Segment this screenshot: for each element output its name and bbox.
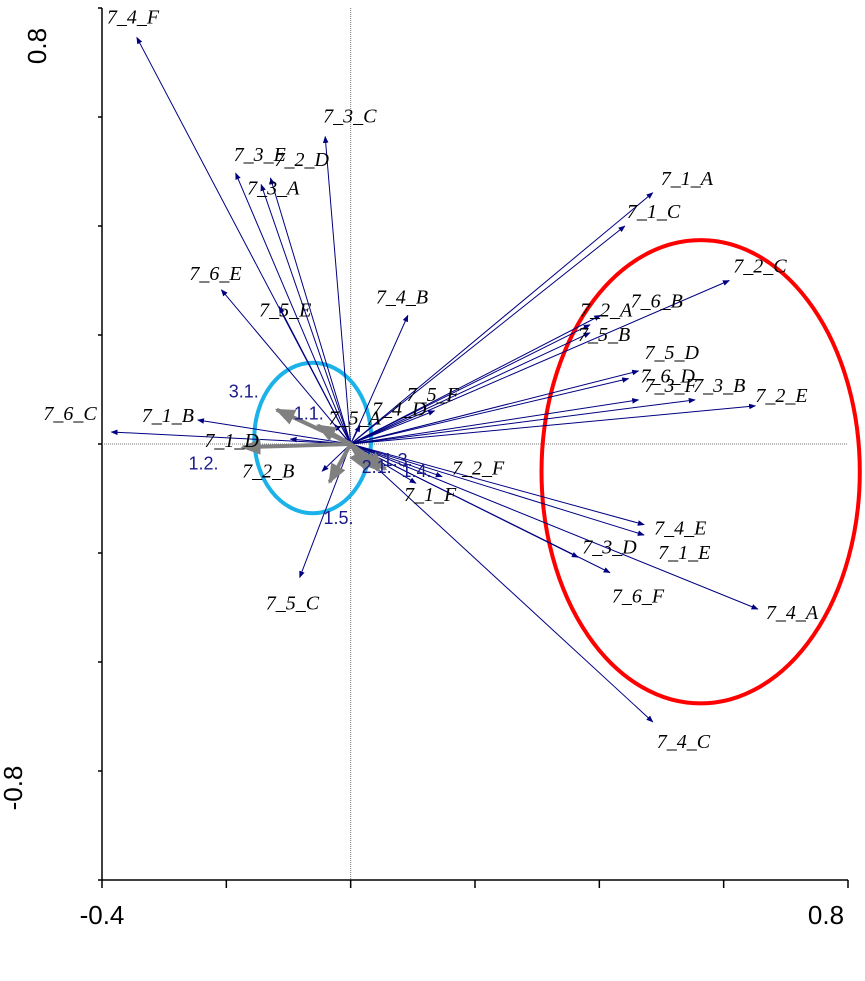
x-tick-label: -0.4 [80, 900, 125, 930]
vector-label-7-4-F: 7_4_F [107, 6, 160, 28]
vector-label-7-3-E: 7_3_E [234, 144, 286, 166]
vector-arrow-7-5-F [350, 410, 436, 445]
y-tick-label: -0.8 [0, 766, 28, 811]
vector-label-7-4-A: 7_4_A [766, 602, 819, 624]
centroid-label-11: 1.1. [294, 403, 324, 423]
labels-layer: 7_4_F 7_3_C 7_3_E7_2_D 7_3_A 7_1_A 7_1_C 7_2_C… [43, 6, 819, 753]
vector-arrow-7-4-D [350, 424, 361, 445]
centroid-label-31: 3.1. [229, 382, 259, 402]
centroid-arrow-12 [240, 438, 351, 455]
vector-arrow-7-4-B [350, 314, 409, 445]
vector-label-7-2-D: 7_2_D [274, 149, 329, 171]
vector-label-7-5-E: 7_5_E [259, 300, 311, 322]
vector-label-7-6-B: 7_6_B [631, 290, 683, 312]
vector-arrow-7-6-B [350, 314, 602, 445]
vector-label-7-6-F: 7_6_F [612, 586, 665, 608]
vector-arrow-7-1-A [350, 192, 654, 445]
vector-label-7-3-C: 7_3_C [323, 106, 377, 128]
vector-label-7-1-D: 7_1_D [204, 430, 259, 452]
y-tick-label: 0.8 [22, 28, 52, 64]
vector-label-7-1-F: 7_1_F [404, 484, 457, 506]
centroid-arrow-15 [327, 443, 353, 484]
vector-arrow-7-4-C [350, 443, 654, 723]
vector-label-7-6-E: 7_6_E [189, 263, 241, 285]
vectors-layer [110, 36, 759, 723]
vector-arrow-7-6-E [220, 289, 352, 445]
vector-label-7-3-B: 7_3_B [693, 375, 745, 397]
centroid-label-21: 2.1. [362, 457, 392, 477]
vector-label-7-2-E: 7_2_E [755, 385, 807, 407]
vector-label-7-2-B: 7_2_B [242, 460, 294, 482]
vector-arrow-7-3-C [322, 135, 352, 445]
vector-label-7-5-A: 7_5_A [329, 407, 382, 429]
vector-label-7-5-F: 7_5_F [407, 384, 460, 406]
vector-arrow-7-4-E [350, 443, 645, 526]
vector-label-7-5-C: 7_5_C [266, 593, 320, 615]
vector-arrow-7-1-C [350, 225, 626, 445]
centroid-arrow-14 [349, 442, 388, 471]
vector-arrow-7-5-E [278, 306, 352, 445]
vector-arrow-7-1-E [350, 443, 645, 536]
vector-arrow-7-2-F [350, 443, 443, 478]
annotation-layer [252, 238, 862, 706]
vector-label-7-3-D: 7_3_D [582, 536, 637, 558]
vector-arrow-7-6-F [350, 443, 611, 574]
vector-label-7-6-C: 7_6_C [43, 403, 97, 425]
centroid-label-15: 1.5. [324, 508, 354, 528]
vector-arrow-7-3-A [260, 183, 352, 445]
highlight-ellipse [252, 360, 374, 516]
vector-arrow-7-2-D [269, 177, 352, 445]
vector-arrow-7-2-E [350, 403, 757, 445]
vector-arrow-7-2-C [350, 280, 730, 445]
vector-label-7-5-B: 7_5_B [578, 324, 630, 346]
vector-label-7-4-E: 7_4_E [654, 518, 706, 540]
vector-label-7-1-B: 7_1_B [142, 405, 194, 427]
vector-arrow-7-6-D [350, 377, 630, 445]
highlight-ellipse [539, 238, 862, 706]
vector-label-7-2-F: 7_2_F [452, 458, 505, 480]
vector-label-7-4-C: 7_4_C [657, 731, 711, 753]
vector-label-7-6-D: 7_6_D [641, 366, 696, 388]
vector-label-7-4-B: 7_4_B [376, 286, 428, 308]
vector-arrow-7-2-A [350, 324, 591, 445]
vector-arrow-7-3-E [235, 172, 352, 445]
vector-arrow-7-6-C [110, 429, 351, 445]
vector-label-7-2-C: 7_2_C [733, 256, 787, 278]
vector-label-7-1-C: 7_1_C [627, 201, 681, 223]
vector-label-7-5-D: 7_5_D [644, 342, 699, 364]
centroid-arrow-11 [315, 423, 352, 446]
centroid-label-14: 1.4. [401, 461, 431, 481]
vector-arrow-7-5-D [350, 369, 640, 445]
vector-label-7-1-E: 7_1_E [658, 542, 710, 564]
vector-arrow-7-3-F [350, 398, 640, 445]
vector-arrow-7-3-B [350, 397, 696, 445]
centroid-label-13: 1.3. [383, 450, 413, 470]
vector-label-7-4-D: 7_4_D [372, 398, 427, 420]
vector-arrow-7-4-A [350, 443, 759, 610]
vector-label-7-3-F: 7_3_F [644, 375, 697, 397]
vector-label-7-2-A: 7_2_A [580, 300, 633, 322]
vector-label-7-3-A: 7_3_A [247, 178, 300, 200]
centroid-label-12: 1.2. [188, 453, 218, 473]
vector-label-7-1-A: 7_1_A [661, 168, 714, 190]
x-tick-label: 0.8 [808, 900, 844, 930]
vector-arrow-7-5-B [350, 332, 591, 445]
